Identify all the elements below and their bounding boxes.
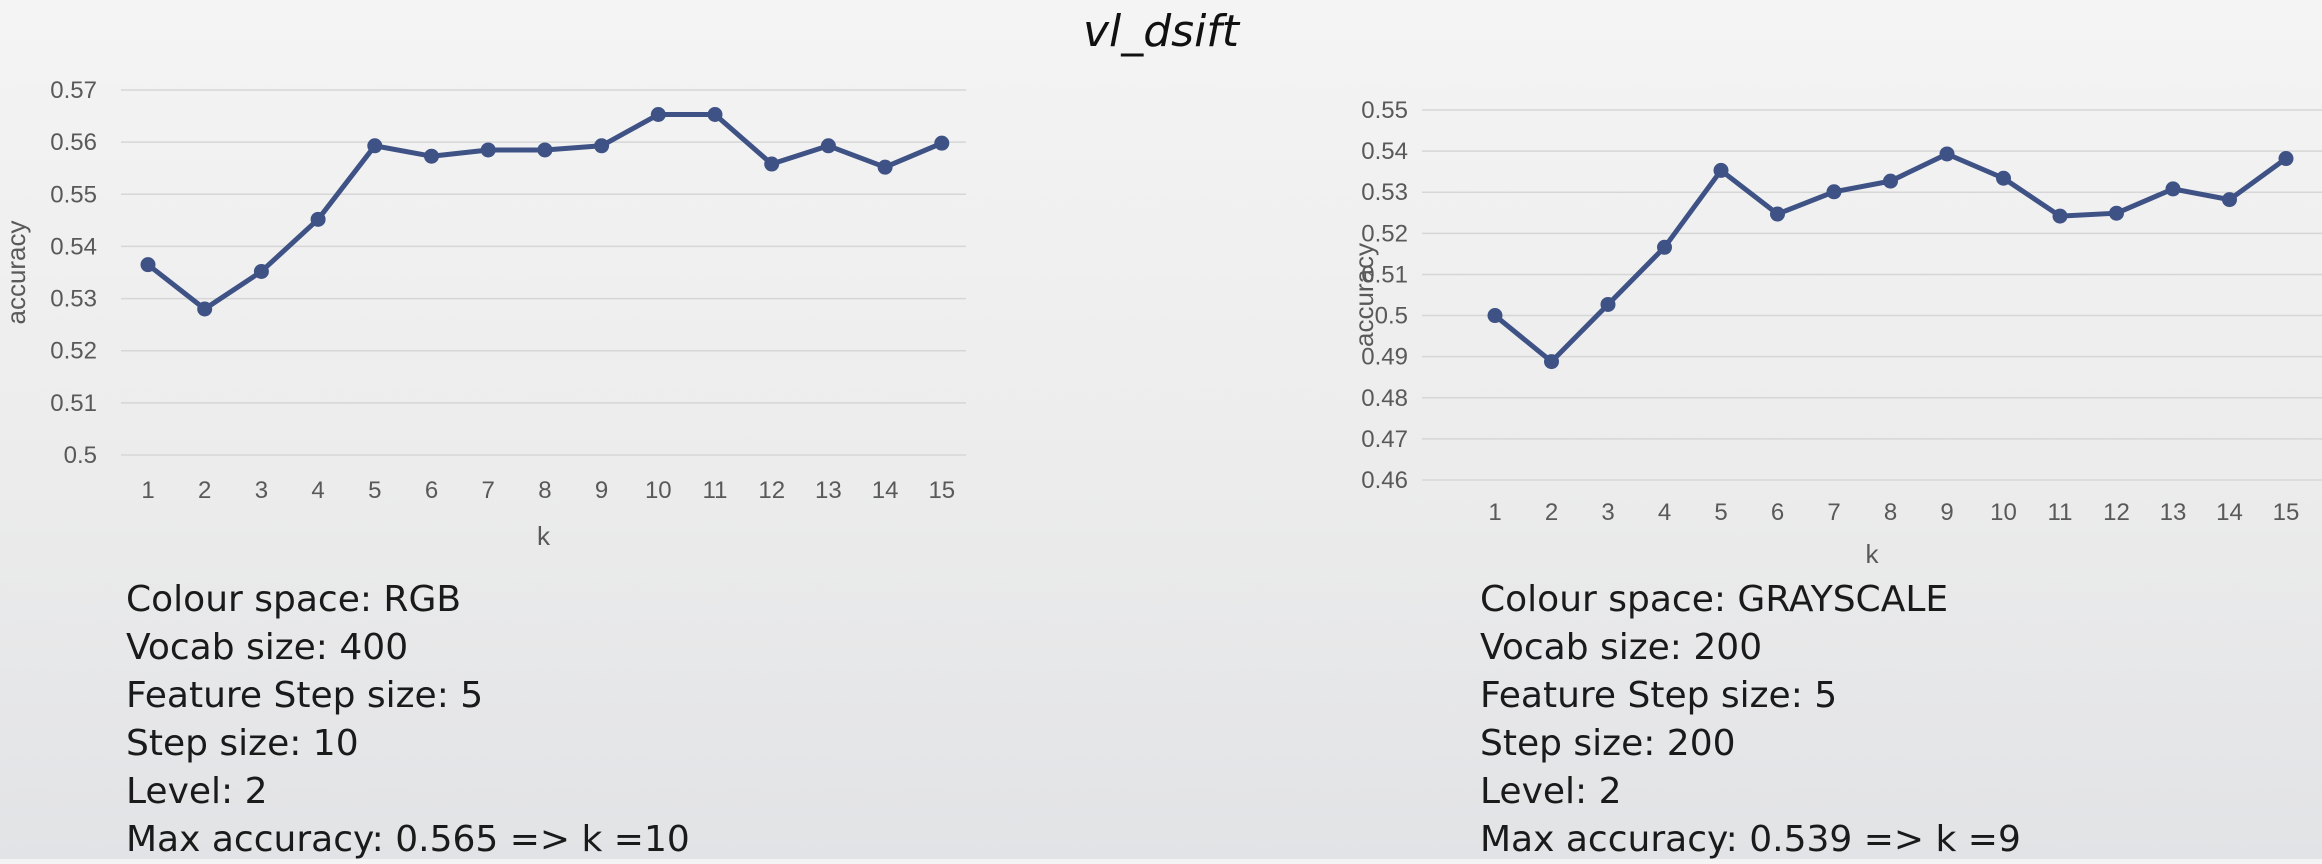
step-size-text: Step size: 10 — [126, 723, 359, 764]
data-point — [1600, 296, 1616, 312]
x-tick-label: 6 — [425, 477, 438, 504]
x-tick-label: 13 — [815, 477, 842, 504]
y-tick-label: 0.46 — [1361, 467, 1408, 494]
y-tick-label: 0.5 — [64, 442, 97, 469]
data-point — [594, 138, 610, 154]
data-point — [934, 135, 950, 151]
x-axis-label: k — [1866, 539, 1880, 569]
data-point — [764, 156, 780, 172]
data-point — [1826, 184, 1842, 200]
x-tick-label: 8 — [1884, 499, 1897, 526]
data-point — [1996, 170, 2011, 186]
x-tick-label: 7 — [1827, 499, 1840, 526]
data-point — [650, 107, 666, 123]
y-axis-label: accuracy — [1, 220, 31, 324]
y-tick-label: 0.54 — [50, 233, 97, 260]
data-point — [2278, 151, 2294, 167]
y-tick-label: 0.57 — [50, 77, 97, 104]
x-tick-label: 11 — [703, 477, 728, 504]
data-point — [877, 159, 893, 175]
x-tick-label: 10 — [645, 477, 672, 504]
y-tick-label: 0.56 — [50, 129, 97, 156]
x-tick-label: 13 — [2160, 499, 2187, 526]
x-tick-label: 14 — [872, 477, 899, 504]
x-tick-label: 6 — [1771, 499, 1784, 526]
data-point — [424, 148, 439, 164]
data-point — [1770, 206, 1785, 222]
x-tick-label: 11 — [2048, 499, 2073, 526]
data-point — [1713, 162, 1729, 178]
y-tick-label: 0.51 — [1361, 261, 1408, 288]
y-tick-label: 0.55 — [1361, 97, 1408, 124]
slide-title: vl_dsift — [1082, 6, 1240, 57]
x-tick-label: 8 — [538, 477, 551, 504]
x-tick-label: 9 — [595, 477, 608, 504]
settings-panel-rgb: Colour space: RGB Vocab size: 400 Featur… — [126, 576, 690, 864]
y-tick-label: 0.49 — [1361, 344, 1408, 371]
accuracy-chart-grayscale: 0.46 0.47 0.48 0.49 0.5 0.51 0.52 0.53 0.54 0.55 1… — [1349, 97, 2322, 569]
data-point — [197, 301, 213, 317]
data-point — [1883, 173, 1898, 189]
y-tick-label: 0.47 — [1361, 426, 1408, 453]
x-tick-label: 14 — [2216, 499, 2243, 526]
level-text: Level: 2 — [126, 771, 268, 812]
x-tick-label: 3 — [1601, 499, 1614, 526]
max-accuracy-text: Max accuracy: 0.565 => k =10 — [126, 819, 690, 860]
max-accuracy-text: Max accuracy: 0.539 => k =9 — [1480, 819, 2021, 860]
data-point — [2052, 208, 2068, 224]
x-tick-label: 15 — [2273, 499, 2300, 526]
data-point — [1544, 354, 1559, 370]
x-tick-label: 5 — [1714, 499, 1727, 526]
data-point — [2165, 181, 2181, 197]
y-tick-label: 0.53 — [50, 286, 97, 313]
x-tick-label: 12 — [2103, 499, 2130, 526]
colour-space-text: Colour space: RGB — [126, 579, 462, 620]
x-tick-label: 2 — [198, 477, 211, 504]
colour-space-text: Colour space: GRAYSCALE — [1480, 579, 1949, 620]
data-point — [537, 142, 553, 158]
y-tick-label: 0.53 — [1361, 179, 1408, 206]
data-point — [707, 107, 723, 123]
data-point — [1487, 308, 1503, 324]
data-point — [2109, 205, 2124, 221]
y-tick-label: 0.48 — [1361, 385, 1408, 412]
data-point — [367, 138, 383, 154]
vocab-size-text: Vocab size: 200 — [1480, 627, 1763, 668]
data-point — [1657, 239, 1672, 255]
data-point — [820, 138, 836, 154]
accuracy-chart-rgb: 0.50.510.520.530.540.550.560.571 2 3 4 5 6 7 8 9… — [1, 77, 966, 551]
x-tick-label: 12 — [758, 477, 785, 504]
data-point — [310, 211, 326, 227]
x-tick-label: 10 — [1990, 499, 2017, 526]
y-tick-label: 0.51 — [50, 390, 97, 417]
vocab-size-text: Vocab size: 400 — [126, 627, 409, 668]
y-tick-label: 0.5 — [1375, 303, 1408, 330]
x-tick-label: 15 — [928, 477, 955, 504]
data-point — [2222, 192, 2237, 208]
feature-step-size-text: Feature Step size: 5 — [126, 675, 484, 716]
data-point — [140, 257, 156, 273]
x-tick-label: 3 — [255, 477, 268, 504]
y-tick-label: 0.55 — [50, 181, 97, 208]
data-point — [1939, 146, 1955, 162]
data-point — [253, 263, 269, 279]
data-point — [480, 142, 496, 158]
level-text: Level: 2 — [1480, 771, 1622, 812]
y-axis-label: accuracy — [1349, 243, 1379, 347]
feature-step-size-text: Feature Step size: 5 — [1480, 675, 1838, 716]
settings-panel-grayscale: Colour space: GRAYSCALE Vocab size: 200 … — [1480, 576, 2021, 864]
x-tick-label: 5 — [368, 477, 381, 504]
step-size-text: Step size: 200 — [1480, 723, 1736, 764]
x-tick-label: 4 — [311, 477, 324, 504]
y-tick-label: 0.52 — [50, 338, 97, 365]
y-tick-label: 0.54 — [1361, 138, 1408, 165]
x-tick-label: 4 — [1658, 499, 1671, 526]
x-tick-label: 1 — [141, 477, 154, 504]
x-tick-label: 7 — [482, 477, 495, 504]
x-tick-label: 1 — [1488, 499, 1501, 526]
y-tick-label: 0.52 — [1361, 220, 1408, 247]
x-tick-label: 9 — [1940, 499, 1953, 526]
x-axis-label: k — [537, 521, 551, 551]
x-tick-label: 2 — [1545, 499, 1558, 526]
